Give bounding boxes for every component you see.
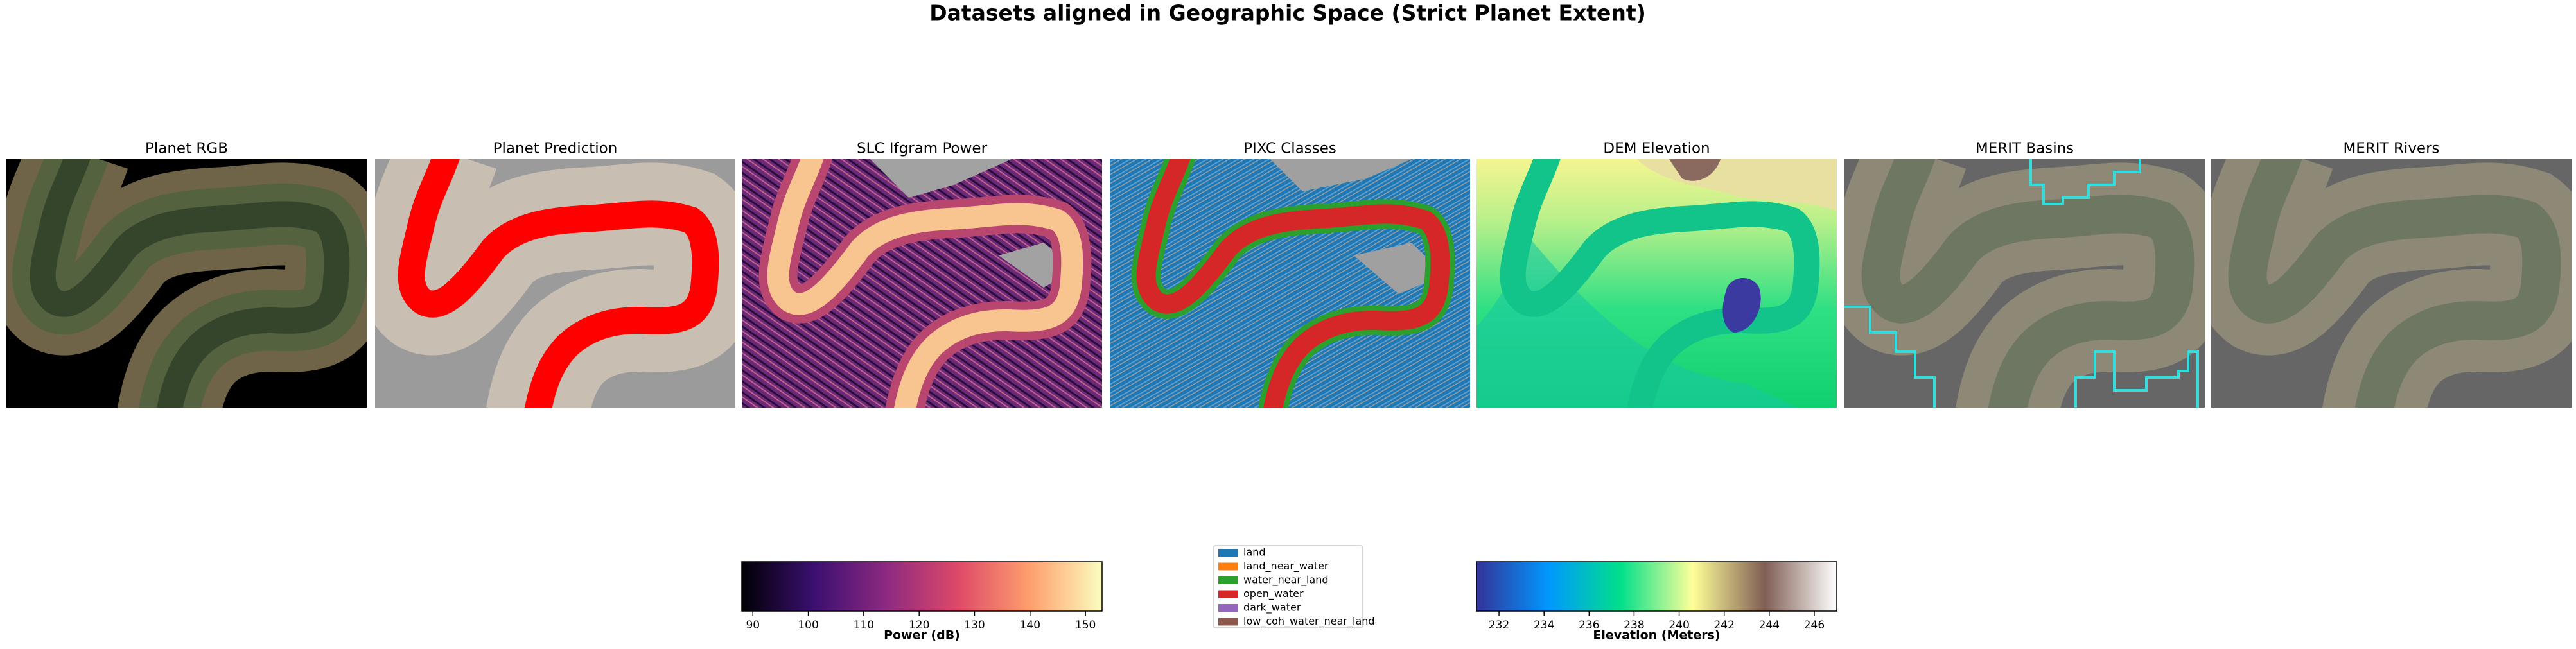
tick-label: 90 xyxy=(746,619,760,632)
legend-label: low_coh_water_near_land xyxy=(1243,615,1375,628)
colorbar xyxy=(1476,561,1837,612)
panel-image xyxy=(742,159,1102,408)
legend-box xyxy=(1213,545,1363,628)
river-prediction xyxy=(398,159,719,408)
tick-label: 238 xyxy=(1624,619,1644,632)
panel-image xyxy=(6,159,367,408)
basin xyxy=(1722,278,1761,333)
panel-title: DEM Elevation xyxy=(1603,141,1710,157)
river xyxy=(30,159,350,408)
legend-patch xyxy=(1218,549,1238,557)
tick-label: 150 xyxy=(1075,619,1096,632)
colorbar-label: Power (dB) xyxy=(884,628,960,643)
legend-label: land_near_water xyxy=(1243,560,1329,573)
legend-patch xyxy=(1218,590,1238,598)
legend-patch xyxy=(1218,576,1238,584)
tick-label: 100 xyxy=(798,619,818,632)
legend-label: dark_water xyxy=(1243,601,1301,614)
tick-label: 120 xyxy=(909,619,929,632)
tick-label: 236 xyxy=(1579,619,1599,632)
panel-title: Planet RGB xyxy=(145,141,228,157)
legend-patch xyxy=(1218,618,1238,626)
river xyxy=(2228,159,2561,408)
panel-title: PIXC Classes xyxy=(1243,141,1336,157)
river xyxy=(767,159,1083,408)
colorbar xyxy=(741,561,1103,612)
tick-label: 234 xyxy=(1534,619,1554,632)
peak xyxy=(1669,159,1721,181)
gap xyxy=(1354,243,1444,294)
figure-title: Datasets aligned in Geographic Space (St… xyxy=(929,1,1646,26)
river xyxy=(1861,159,2195,408)
panel-image xyxy=(1476,159,1837,408)
panel-image xyxy=(1110,159,1470,408)
tick-label: 246 xyxy=(1804,619,1825,632)
tick-label: 110 xyxy=(854,619,874,632)
legend-label: water_near_land xyxy=(1243,574,1329,587)
panel-title: MERIT Rivers xyxy=(2343,141,2439,157)
panel-image xyxy=(1844,159,2205,408)
tick-label: 240 xyxy=(1669,619,1689,632)
legend-patch xyxy=(1218,604,1238,612)
panel-image xyxy=(375,159,735,408)
tick-label: 140 xyxy=(1020,619,1040,632)
panel-title: Planet Prediction xyxy=(493,141,618,157)
tick-label: 244 xyxy=(1759,619,1780,632)
tick-label: 232 xyxy=(1489,619,1509,632)
legend-label: land xyxy=(1243,546,1266,558)
basin-edge xyxy=(1844,159,2199,408)
panel-title: MERIT Basins xyxy=(1976,141,2074,157)
tick-label: 242 xyxy=(1713,619,1734,632)
colorbar-label: Elevation (Meters) xyxy=(1593,628,1720,643)
panel-image xyxy=(2211,159,2572,408)
river xyxy=(1136,159,1450,408)
tick-label: 130 xyxy=(964,619,985,632)
legend-patch xyxy=(1218,562,1238,571)
panel-title: SLC Ifgram Power xyxy=(857,141,988,157)
legend-label: open_water xyxy=(1243,587,1304,600)
river xyxy=(1500,159,1820,408)
